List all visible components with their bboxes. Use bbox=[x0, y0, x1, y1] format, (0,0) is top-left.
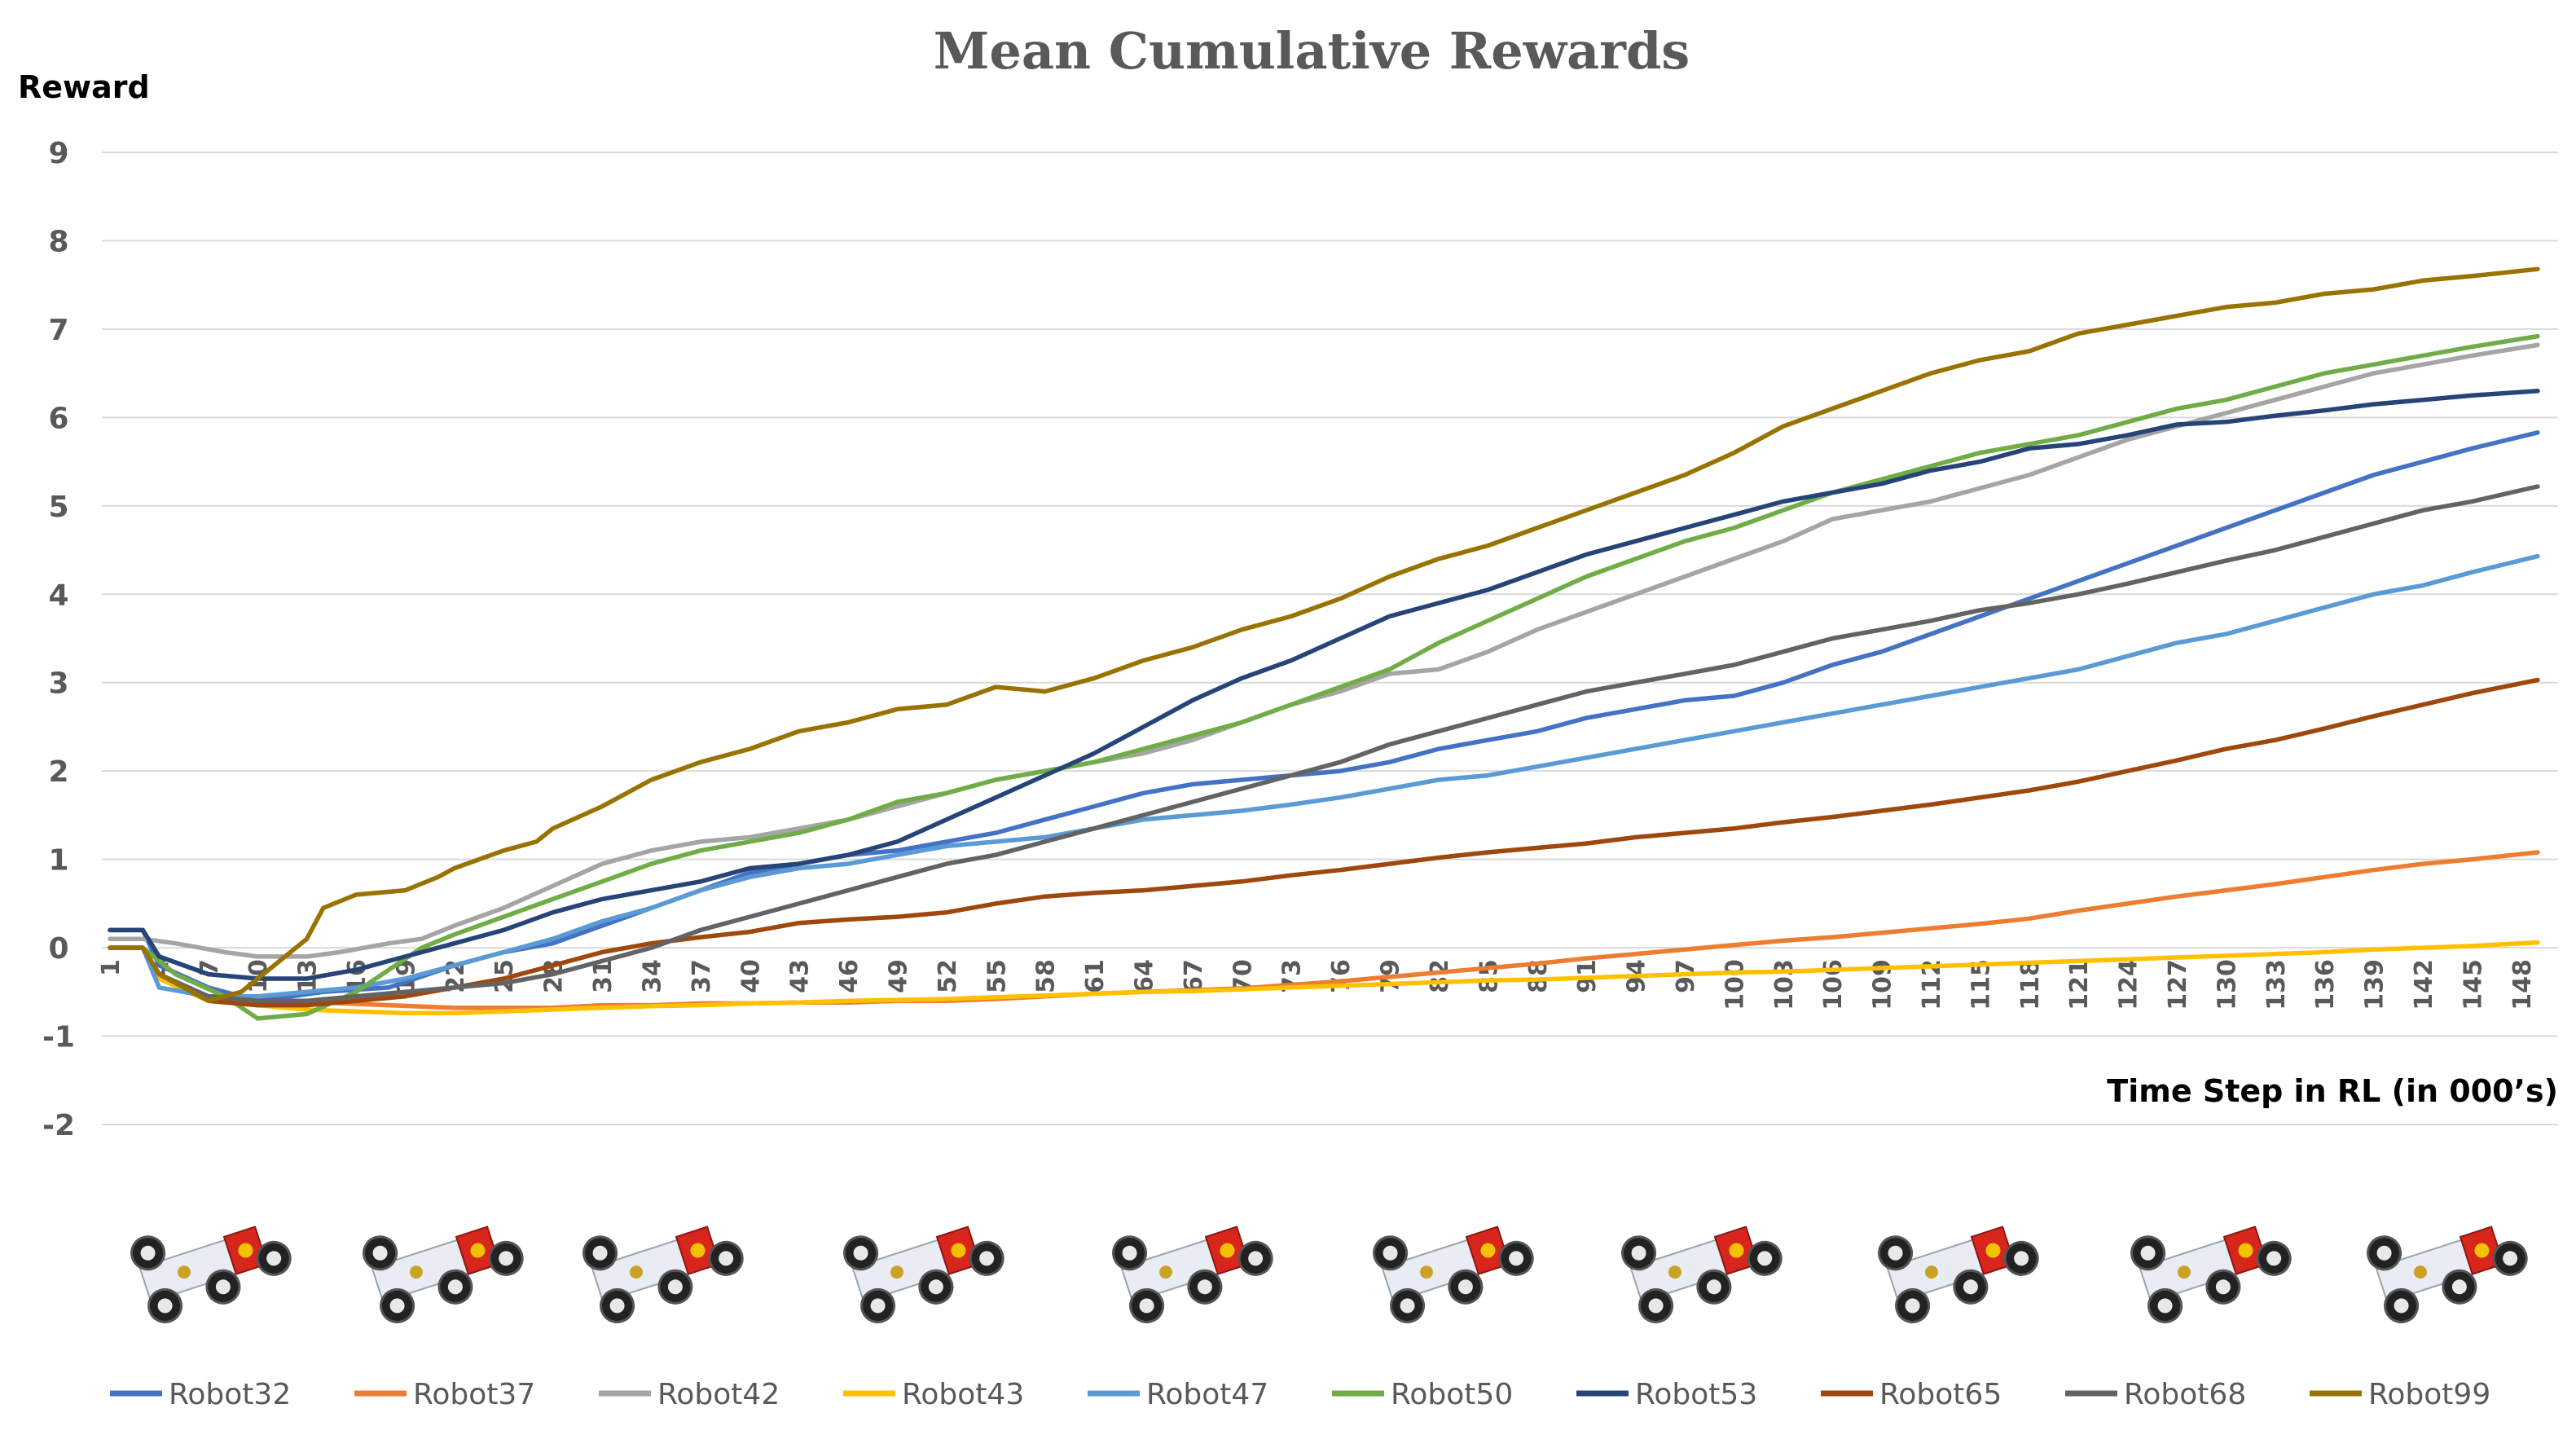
x-tick-label: 85 bbox=[1475, 959, 1503, 993]
y-tick-label: 8 bbox=[48, 225, 68, 258]
x-tick-label: 148 bbox=[2508, 959, 2537, 1010]
legend-item-robot99: Robot99 bbox=[2310, 1378, 2490, 1411]
x-tick-label: 37 bbox=[688, 959, 716, 993]
x-axis-label: Time Step in RL (in 000’s) bbox=[2107, 1073, 2558, 1109]
robot-thumbnails bbox=[130, 1226, 2528, 1323]
robot-icon bbox=[1878, 1226, 2039, 1323]
x-tick-label: 133 bbox=[2262, 959, 2291, 1010]
x-tick-label: 58 bbox=[1032, 959, 1061, 993]
legend-item-robot37: Robot37 bbox=[354, 1378, 535, 1411]
series-lines bbox=[108, 266, 2540, 1021]
y-tick-label: 7 bbox=[48, 314, 68, 347]
legend-item-robot42: Robot42 bbox=[599, 1378, 780, 1411]
y-tick-label: 5 bbox=[48, 491, 68, 524]
legend-item-robot65: Robot65 bbox=[1821, 1378, 2002, 1411]
robot-icon bbox=[2130, 1226, 2292, 1323]
x-tick-label: 106 bbox=[1819, 959, 1848, 1010]
robot-icon bbox=[1373, 1226, 1534, 1323]
y-tick-labels: -2 -1 0 1 2 3 4 5 6 7 8 9 bbox=[42, 137, 75, 1142]
robot-icon bbox=[130, 1226, 292, 1323]
series-line-robot43 bbox=[108, 940, 2540, 1016]
y-tick-label: -1 bbox=[42, 1021, 75, 1054]
legend-item-robot43: Robot43 bbox=[843, 1378, 1024, 1411]
y-tick-label: 4 bbox=[48, 579, 68, 612]
x-tick-label: 124 bbox=[2115, 959, 2143, 1010]
series-line-robot50 bbox=[108, 333, 2540, 1021]
x-tick-label: 43 bbox=[786, 959, 815, 993]
x-tick-label: 46 bbox=[835, 959, 864, 993]
robot-icon bbox=[582, 1226, 744, 1323]
x-tick-label: 145 bbox=[2459, 959, 2487, 1010]
y-tick-label: 1 bbox=[48, 844, 68, 878]
x-tick-label: 127 bbox=[2164, 959, 2192, 1010]
legend-item-robot47: Robot47 bbox=[1088, 1378, 1268, 1411]
x-tick-label: 121 bbox=[2065, 959, 2094, 1010]
legend-item-robot32: Robot32 bbox=[110, 1378, 291, 1411]
x-tick-label: 49 bbox=[884, 959, 912, 993]
robot-icon bbox=[363, 1226, 524, 1323]
x-tick-label: 103 bbox=[1770, 959, 1799, 1010]
legend-label: Robot32 bbox=[169, 1378, 291, 1411]
legend-label: Robot43 bbox=[902, 1378, 1024, 1411]
legend-label: Robot47 bbox=[1146, 1378, 1268, 1411]
x-tick-label: 64 bbox=[1131, 959, 1159, 993]
x-tick-label: 142 bbox=[2410, 959, 2438, 1010]
x-tick-label: 130 bbox=[2213, 959, 2241, 1010]
chart-title: Mean Cumulative Rewards bbox=[934, 21, 1690, 81]
y-tick-label: 9 bbox=[48, 137, 68, 170]
series-line-robot32 bbox=[108, 430, 2540, 1003]
series-line-robot53 bbox=[108, 389, 2540, 981]
x-tick-label: 67 bbox=[1180, 959, 1208, 993]
legend-item-robot50: Robot50 bbox=[1332, 1378, 1513, 1411]
robot-icon bbox=[1112, 1226, 1273, 1323]
robot-icon bbox=[1621, 1226, 1783, 1323]
y-tick-label: 0 bbox=[48, 932, 68, 966]
x-tick-label: 55 bbox=[982, 959, 1011, 993]
x-tick-label: 100 bbox=[1721, 959, 1749, 1010]
legend-label: Robot68 bbox=[2124, 1378, 2246, 1411]
legend-label: Robot53 bbox=[1635, 1378, 1757, 1411]
legend: Robot32 Robot37 Robot42 Robot43 Robot47 Robot… bbox=[110, 1378, 2490, 1411]
robot-icon bbox=[2367, 1226, 2528, 1323]
legend-label: Robot37 bbox=[413, 1378, 535, 1411]
x-tick-label: 139 bbox=[2361, 959, 2389, 1010]
x-tick-label: 136 bbox=[2311, 959, 2340, 1010]
legend-label: Robot99 bbox=[2368, 1378, 2490, 1411]
y-tick-label: 6 bbox=[48, 402, 68, 435]
series-line-robot68 bbox=[108, 484, 2540, 1003]
series-line-robot47 bbox=[108, 553, 2540, 999]
legend-item-robot68: Robot68 bbox=[2065, 1378, 2246, 1411]
x-tick-label: 40 bbox=[736, 959, 765, 993]
x-tick-label: 118 bbox=[2016, 959, 2045, 1010]
y-tick-label: -2 bbox=[42, 1109, 75, 1142]
legend-label: Robot65 bbox=[1879, 1378, 2002, 1411]
legend-label: Robot42 bbox=[657, 1378, 780, 1411]
x-tick-label: 82 bbox=[1426, 959, 1454, 993]
y-tick-label: 2 bbox=[48, 755, 68, 789]
x-tick-label: 1 bbox=[97, 959, 125, 976]
legend-item-robot53: Robot53 bbox=[1576, 1378, 1757, 1411]
legend-label: Robot50 bbox=[1391, 1378, 1513, 1411]
y-tick-label: 3 bbox=[48, 667, 68, 701]
x-tick-label: 52 bbox=[934, 959, 962, 993]
x-tick-label: 61 bbox=[1081, 959, 1110, 993]
x-tick-label: 34 bbox=[638, 959, 666, 993]
series-line-robot42 bbox=[108, 342, 2540, 959]
series-line-robot37 bbox=[108, 850, 2540, 1010]
y-axis-label: Reward bbox=[18, 69, 150, 105]
series-line-robot99 bbox=[108, 266, 2540, 1003]
x-tick-label: 115 bbox=[1967, 959, 1995, 1010]
robot-icon bbox=[843, 1226, 1004, 1323]
